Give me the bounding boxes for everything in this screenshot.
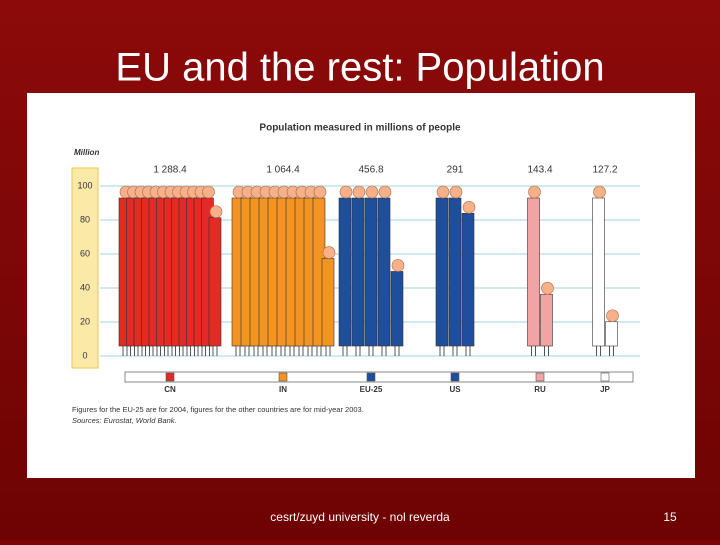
y-tick-label: 80 [80, 214, 90, 224]
person-head [541, 281, 554, 295]
person-head [322, 246, 336, 259]
source: Sources: Eurostat, World Bank. [72, 416, 177, 425]
y-tick-label: 40 [80, 282, 90, 292]
y-axis-box [71, 167, 99, 369]
y-tick-label: 20 [80, 316, 90, 326]
value-label: 127.2 [592, 165, 617, 176]
plot: 0 20 40 60 80 100 1 288.4 CN 1 064.4 IN 456.8 EU-25… [77, 165, 640, 394]
person-body [448, 197, 462, 347]
pictogram-group [338, 185, 405, 356]
value-label: 1 288.4 [153, 165, 187, 176]
legend-swatch [450, 372, 460, 382]
value-label: 143.4 [527, 165, 552, 176]
person-head [593, 185, 606, 199]
person-head [352, 185, 366, 199]
person-body [435, 197, 449, 347]
person-head [339, 185, 353, 199]
person-body [592, 197, 605, 347]
page-number: 15 [663, 510, 677, 524]
value-label: 456.8 [358, 165, 383, 176]
y-tick-label: 60 [80, 248, 90, 258]
legend-swatch [366, 372, 376, 382]
pictogram-group [435, 185, 476, 356]
person-body [377, 197, 391, 347]
person-body [390, 271, 404, 347]
person-head [313, 185, 327, 199]
value-label: 291 [447, 165, 464, 176]
person-body [351, 197, 365, 347]
person-body [338, 197, 352, 347]
person-head [365, 185, 379, 199]
category-label: US [449, 385, 461, 394]
person-head [528, 185, 541, 199]
person-body [527, 197, 540, 347]
person-head [606, 309, 619, 323]
note: Figures for the EU-25 are for 2004, figu… [72, 405, 364, 414]
person-head [209, 205, 223, 219]
person-head [391, 259, 405, 272]
chart-title: Population measured in millions of peopl… [259, 123, 461, 134]
person-body [540, 293, 553, 347]
category-label: JP [600, 385, 610, 394]
value-label: 1 064.4 [266, 165, 300, 176]
person-head [449, 185, 463, 199]
person-body [605, 321, 618, 347]
person-head [436, 185, 450, 199]
category-label: EU-25 [360, 385, 383, 394]
person-body [364, 197, 378, 347]
pictogram-group [118, 185, 223, 356]
pictogram-group [592, 185, 619, 356]
category-label: IN [279, 385, 287, 394]
y-tick-label: 0 [82, 350, 87, 360]
category-label: RU [534, 385, 546, 394]
legend-swatch [165, 372, 175, 382]
legend-bar [124, 371, 634, 383]
pictogram-group [527, 185, 554, 356]
y-axis-label: Million [74, 148, 99, 157]
footer: cesrt/zuyd university - nol reverda [270, 510, 450, 524]
legend-swatch [535, 372, 545, 382]
legend-swatch [600, 372, 610, 382]
person-body [461, 213, 475, 347]
person-head [462, 201, 476, 214]
y-tick-label: 100 [77, 180, 92, 190]
legend-swatch [278, 372, 288, 382]
person-body [208, 217, 222, 347]
slide-title: EU and the rest: Population [115, 46, 604, 90]
person-head [202, 185, 215, 199]
pictogram-group [231, 185, 336, 356]
category-label: CN [164, 385, 176, 394]
person-body [321, 258, 335, 347]
person-head [378, 185, 392, 199]
